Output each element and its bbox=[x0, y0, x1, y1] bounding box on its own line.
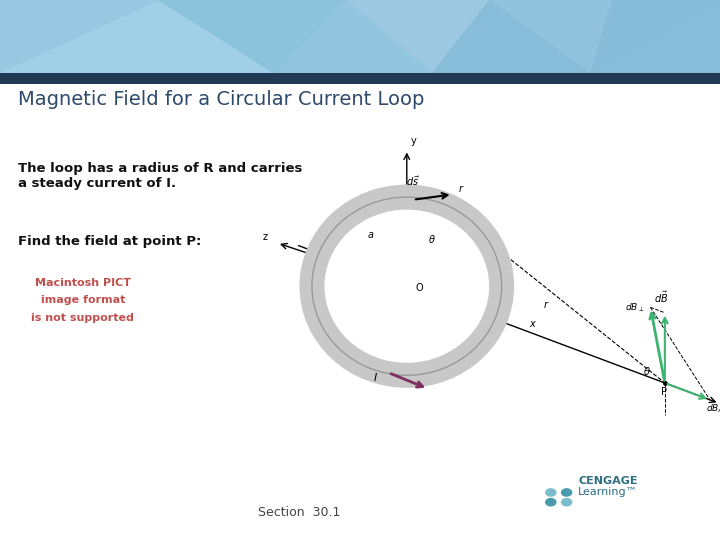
Text: $dB_x$: $dB_x$ bbox=[706, 403, 720, 415]
Text: O: O bbox=[415, 282, 423, 293]
Text: I: I bbox=[374, 373, 377, 383]
Polygon shape bbox=[490, 0, 612, 73]
Text: a: a bbox=[367, 230, 373, 240]
Text: Find the field at point P:: Find the field at point P: bbox=[18, 235, 202, 248]
Text: r: r bbox=[544, 300, 548, 310]
Text: Learning™: Learning™ bbox=[578, 487, 638, 497]
Polygon shape bbox=[274, 0, 432, 73]
Polygon shape bbox=[0, 0, 720, 73]
Text: P: P bbox=[661, 387, 667, 397]
Text: The loop has a radius of R and carries
a steady current of I.: The loop has a radius of R and carries a… bbox=[18, 162, 302, 190]
Circle shape bbox=[545, 488, 557, 497]
Text: z: z bbox=[263, 232, 268, 242]
Text: is not supported: is not supported bbox=[32, 313, 134, 323]
Text: Section  30.1: Section 30.1 bbox=[258, 507, 340, 519]
Text: x: x bbox=[529, 319, 535, 329]
Polygon shape bbox=[346, 0, 490, 73]
Polygon shape bbox=[590, 0, 720, 73]
Text: image format: image format bbox=[40, 295, 125, 306]
Text: $d\vec{s}$: $d\vec{s}$ bbox=[405, 175, 420, 188]
Text: Magnetic Field for a Circular Current Loop: Magnetic Field for a Circular Current Lo… bbox=[18, 90, 424, 109]
Polygon shape bbox=[590, 0, 720, 73]
Text: y: y bbox=[410, 136, 416, 146]
Text: $dB_\perp$: $dB_\perp$ bbox=[625, 301, 644, 314]
Text: CENGAGE: CENGAGE bbox=[578, 476, 638, 486]
Text: r: r bbox=[458, 184, 462, 194]
Circle shape bbox=[545, 498, 557, 507]
Circle shape bbox=[561, 498, 572, 507]
Text: Macintosh PICT: Macintosh PICT bbox=[35, 278, 131, 288]
Circle shape bbox=[561, 488, 572, 497]
Text: $d\vec{B}$: $d\vec{B}$ bbox=[654, 289, 668, 305]
Text: $\theta$: $\theta$ bbox=[428, 233, 436, 245]
Polygon shape bbox=[158, 0, 346, 73]
Ellipse shape bbox=[312, 197, 502, 375]
Polygon shape bbox=[0, 0, 158, 73]
Polygon shape bbox=[0, 0, 274, 73]
Polygon shape bbox=[0, 73, 720, 84]
Text: $\theta$: $\theta$ bbox=[643, 365, 651, 377]
Polygon shape bbox=[432, 0, 590, 73]
